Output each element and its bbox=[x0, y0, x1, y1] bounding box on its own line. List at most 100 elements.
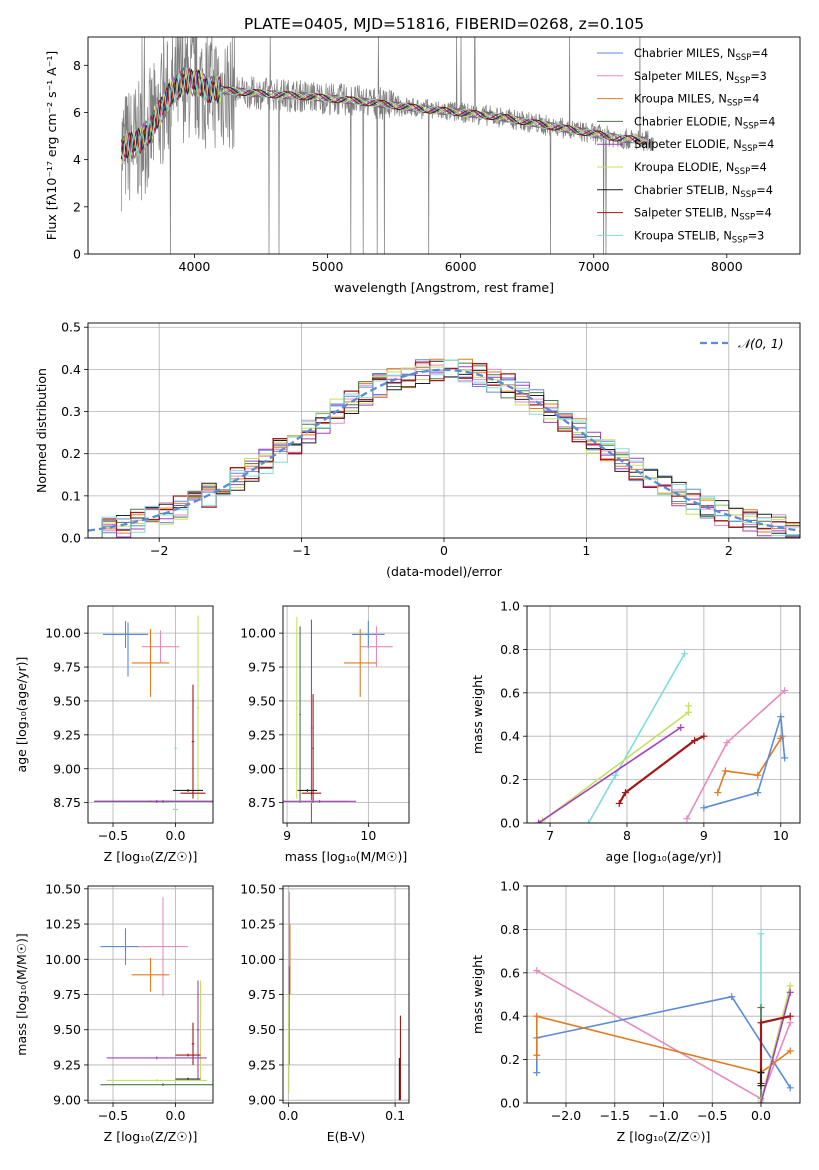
mass_z-ylabel: mass [log₁₀(M/M☉)] bbox=[14, 933, 29, 1055]
age_z-point bbox=[103, 620, 148, 649]
age_mass-chart: 9 10 8.75 9.00 9.25 9.50 9.75 10.00 mass [log₁₀(… bbox=[240, 605, 410, 864]
residuals-ytick-label: 0.1 bbox=[61, 488, 81, 503]
spectrum-legend-label: Salpeter STELIB, NSSP=4 bbox=[634, 207, 772, 223]
weight_age-plot-area bbox=[535, 650, 789, 823]
age_z-point bbox=[94, 799, 213, 803]
mass_z-point bbox=[131, 957, 170, 992]
mass_z-ytick-label: 10.50 bbox=[45, 881, 81, 896]
mass_z-ytick-label: 10.00 bbox=[45, 952, 81, 967]
weight_age-marker bbox=[691, 737, 699, 745]
weight_z-ylabel: mass weight bbox=[470, 955, 485, 1034]
legend-label-sub: SSP bbox=[743, 121, 759, 131]
mass_z-ytick-label: 9.25 bbox=[53, 1057, 81, 1072]
mass_ebv-plot-area bbox=[288, 891, 402, 1101]
mass_ebv-xtick-label: 0.0 bbox=[278, 1108, 298, 1123]
legend-label-main: Kroupa ELODIE, N bbox=[634, 161, 734, 174]
weight_age-marker bbox=[684, 702, 692, 710]
spectrum-xtick-label: 8000 bbox=[711, 259, 743, 274]
weight_age-xtick-label: 7 bbox=[546, 828, 554, 843]
weight_age-marker bbox=[585, 819, 593, 823]
age_z-plot-area bbox=[94, 615, 213, 810]
age_z-xtick-label: 0.0 bbox=[166, 828, 186, 843]
spectrum-data-line bbox=[120, 37, 654, 254]
weight_age-marker bbox=[684, 708, 692, 716]
age_mass-point bbox=[360, 626, 393, 668]
mass_z-ytick-label: 9.50 bbox=[53, 1022, 81, 1037]
mass_ebv-grid bbox=[283, 886, 409, 1103]
residuals-xtick-label: −1 bbox=[292, 543, 310, 558]
legend-label-sub: SSP bbox=[739, 213, 755, 223]
legend-label-suffix: =4 bbox=[755, 207, 772, 220]
weight_z-ytick-label: 0.4 bbox=[500, 1009, 520, 1024]
mass_z-point bbox=[191, 1022, 195, 1065]
spectrum-legend-label: Kroupa MILES, NSSP=4 bbox=[634, 93, 759, 109]
legend-label-suffix: =4 bbox=[758, 138, 775, 151]
age_z-ytick-label: 8.75 bbox=[53, 795, 81, 810]
mass_ebv-ytick-label: 10.25 bbox=[240, 917, 276, 932]
legend-label-suffix: =3 bbox=[748, 229, 765, 242]
mass_z-xlabel: Z [log₁₀(Z/Z☉)] bbox=[104, 1129, 198, 1144]
spectrum-legend-label: Kroupa STELIB, NSSP=3 bbox=[634, 229, 764, 245]
weight_z-plot-area bbox=[533, 930, 794, 1103]
mass_z-point bbox=[100, 1083, 213, 1087]
weight_age-marker bbox=[781, 754, 789, 762]
age_mass-point bbox=[301, 791, 322, 795]
legend-label-suffix: =4 bbox=[751, 47, 768, 60]
spectrum-xtick-label: 7000 bbox=[578, 259, 610, 274]
residuals-ylabel: Normed distribution bbox=[34, 368, 49, 493]
legend-label-suffix: =4 bbox=[743, 93, 760, 106]
weight_z-marker bbox=[786, 1012, 794, 1020]
legend-label-main: Kroupa MILES, N bbox=[634, 93, 727, 106]
age_z-point bbox=[174, 687, 177, 810]
spectrum-xtick-label: 6000 bbox=[445, 259, 477, 274]
spectrum-ytick-label: 8 bbox=[73, 58, 81, 73]
age_mass-ytick-label: 9.25 bbox=[248, 727, 276, 742]
age_z-ytick-label: 10.00 bbox=[45, 626, 81, 641]
spectrum-frame bbox=[87, 36, 801, 255]
age_mass-plot-area bbox=[283, 616, 393, 823]
weight_age-chart: 7 8 9 10 0.0 0.2 0.4 0.6 0.8 1.0 age [log₁₀(age/yr… bbox=[470, 599, 801, 864]
mass_z-point bbox=[106, 1079, 207, 1082]
mass_ebv-chart: 0.0 0.1 9.00 9.25 9.50 9.75 10.00 10.25 10.50 E(B… bbox=[240, 881, 410, 1144]
residuals-ytick-label: 0.5 bbox=[61, 320, 81, 335]
weight_age-ylabel: mass weight bbox=[470, 675, 485, 754]
spectrum-legend-item: Salpeter MILES, NSSP=3 bbox=[597, 70, 767, 86]
weight_age-xtick-label: 9 bbox=[700, 828, 708, 843]
weight_z-marker bbox=[786, 1047, 794, 1055]
mass_ebv-ytick-label: 9.25 bbox=[248, 1057, 276, 1072]
weight_z-xtick-label: −0.5 bbox=[697, 1108, 727, 1123]
age_mass-ytick-label: 9.50 bbox=[248, 693, 276, 708]
legend-label-main: Chabrier MILES, N bbox=[634, 47, 735, 60]
age_z-point bbox=[141, 630, 180, 663]
weight_z-ytick-label: 0.6 bbox=[500, 965, 520, 980]
residuals-grid bbox=[88, 323, 800, 539]
age_z-ytick-label: 9.25 bbox=[53, 727, 81, 742]
spectrum-legend-label: Chabrier STELIB, NSSP=4 bbox=[634, 184, 773, 200]
legend-label-sub: SSP bbox=[734, 167, 750, 177]
spectrum-ytick-label: 6 bbox=[73, 105, 81, 120]
spectrum-legend-label: Salpeter ELODIE, NSSP=4 bbox=[634, 138, 774, 154]
spectrum-model-line-k_stelib bbox=[120, 66, 647, 158]
weight_age-marker bbox=[714, 789, 722, 797]
weight_z-marker bbox=[786, 988, 794, 996]
spectrum-legend-item: Kroupa ELODIE, NSSP=4 bbox=[597, 161, 767, 177]
mass_z-point bbox=[106, 1056, 207, 1060]
age_mass-point bbox=[299, 626, 301, 803]
age_z-point bbox=[180, 791, 206, 795]
residuals-legend-label: 𝒩(0, 1) bbox=[738, 336, 784, 351]
weight_age-marker bbox=[611, 771, 619, 779]
mass_ebv-ytick-label: 10.50 bbox=[240, 881, 276, 896]
weight_age-marker bbox=[535, 819, 543, 823]
age_mass-ytick-label: 8.75 bbox=[248, 795, 276, 810]
weight_age-ytick-label: 0.6 bbox=[500, 685, 520, 700]
age_mass-point bbox=[312, 694, 314, 803]
age_mass-point bbox=[296, 616, 298, 799]
weight_z-ytick-label: 0.8 bbox=[500, 922, 520, 937]
spectrum-legend-item: Salpeter ELODIE, NSSP=4 bbox=[597, 138, 774, 154]
age_z-point bbox=[173, 789, 203, 792]
age_z-xlabel: Z [log₁₀(Z/Z☉)] bbox=[104, 849, 198, 864]
residuals-ytick-label: 0.4 bbox=[61, 362, 81, 377]
residuals-xtick-label: 2 bbox=[725, 543, 733, 558]
weight_age-marker bbox=[777, 713, 785, 721]
legend-label-suffix: =4 bbox=[756, 184, 773, 197]
